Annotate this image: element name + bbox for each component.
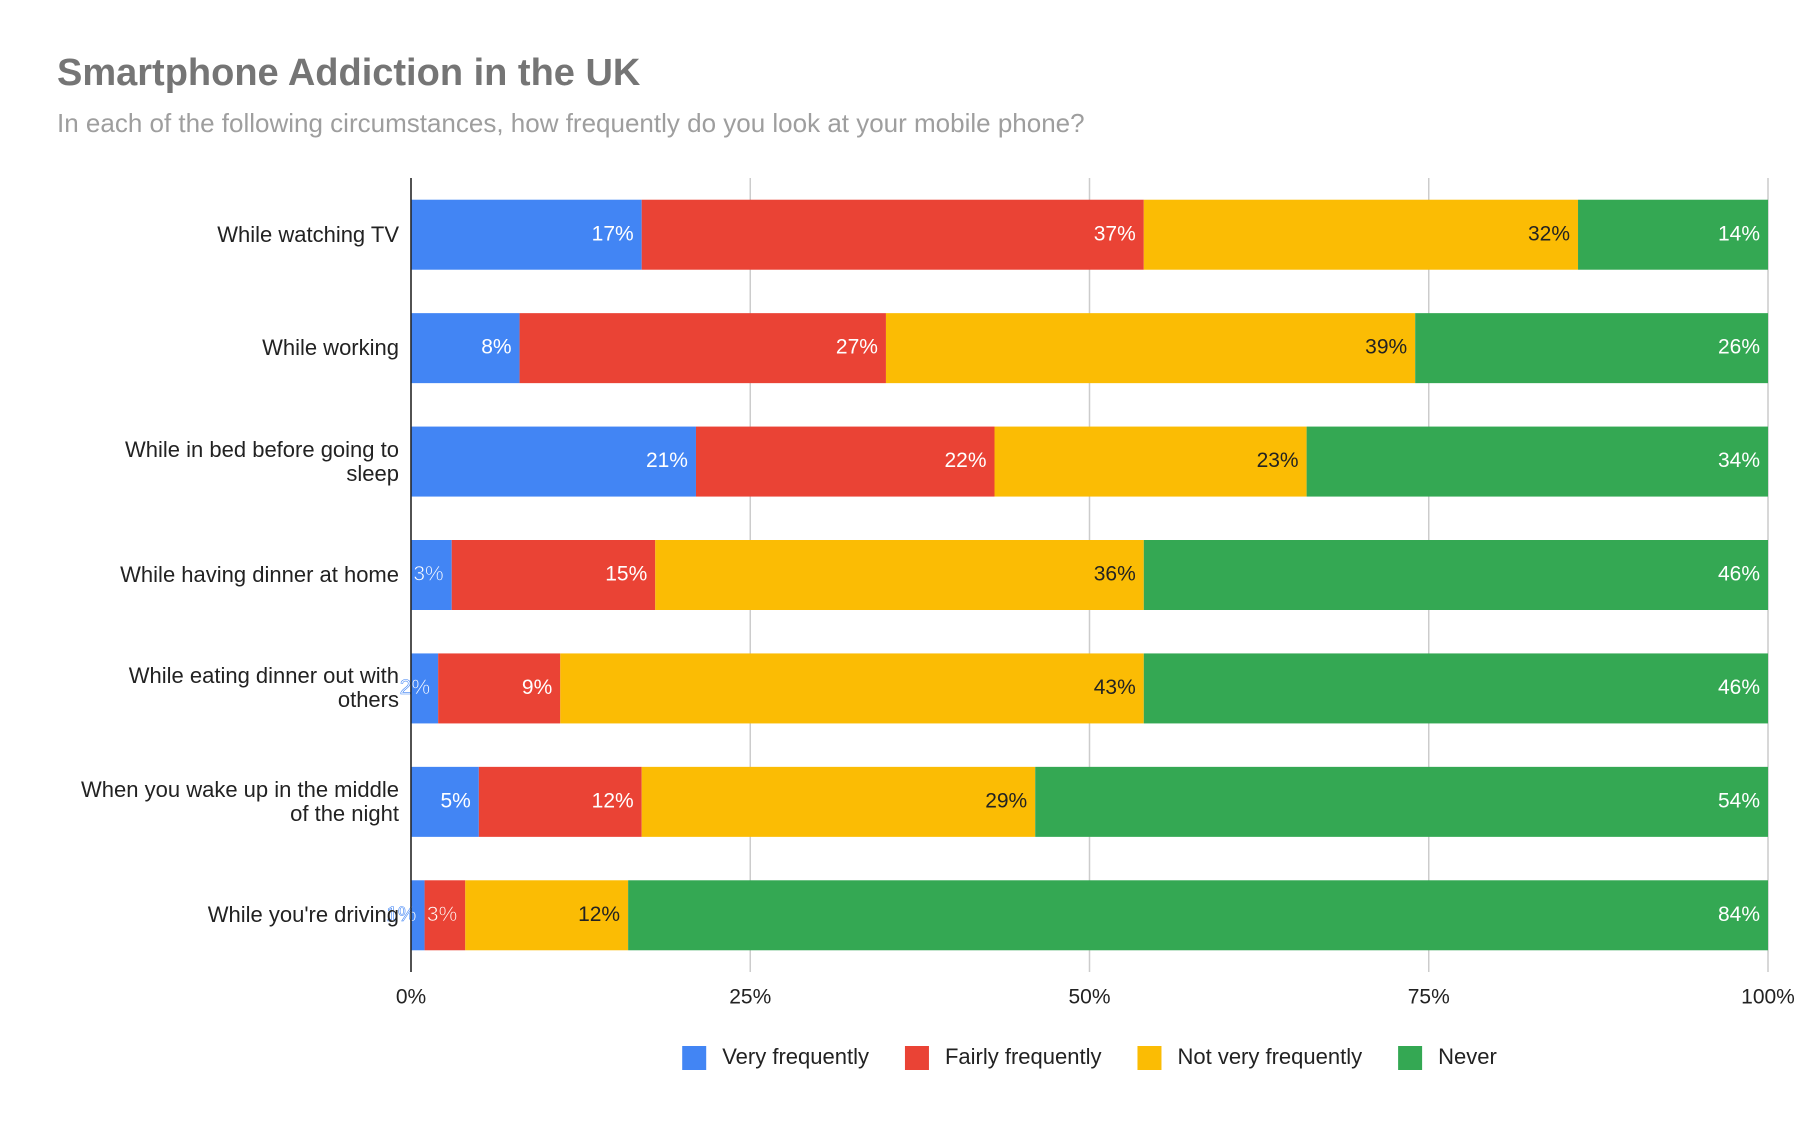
- value-label: 9%: [522, 676, 552, 699]
- legend-swatch: [682, 1046, 707, 1070]
- value-label: 21%: [646, 449, 688, 472]
- bar-segment: [655, 540, 1144, 610]
- value-label: 46%: [1718, 676, 1760, 699]
- x-tick-label: 75%: [1408, 986, 1450, 1009]
- value-label: 23%: [1257, 449, 1299, 472]
- value-label: 54%: [1718, 789, 1760, 812]
- value-label: 43%: [1094, 676, 1136, 699]
- bar-segment: [695, 426, 995, 497]
- chart-subtitle: In each of the following circumstances, …: [57, 108, 1085, 138]
- x-tick-label: 50%: [1068, 986, 1110, 1009]
- bar-segment: [411, 199, 642, 270]
- value-label: 3%: [413, 563, 443, 586]
- value-label: 3%: [427, 903, 457, 926]
- legend-swatch: [904, 1046, 929, 1070]
- bar-segment: [641, 199, 1144, 270]
- value-label: 39%: [1365, 336, 1407, 359]
- bar-segment: [411, 313, 520, 384]
- value-label: 34%: [1718, 449, 1760, 472]
- x-tick-label: 25%: [729, 986, 771, 1009]
- bar-segment: [411, 426, 696, 497]
- bar-segment: [411, 653, 439, 724]
- value-label: 29%: [985, 789, 1027, 812]
- value-label: 22%: [944, 449, 986, 472]
- value-label: 32%: [1528, 222, 1570, 245]
- legend-label: Never: [1438, 1044, 1497, 1069]
- y-tick-label: While in bed before going to sleep: [125, 436, 399, 486]
- bar-segment: [438, 653, 561, 724]
- value-label: 1%: [386, 903, 416, 926]
- bar-segment: [411, 540, 452, 610]
- value-label: 5%: [440, 789, 470, 812]
- value-label: 84%: [1718, 903, 1760, 926]
- legend-label: Fairly frequently: [945, 1044, 1102, 1069]
- value-label: 12%: [592, 789, 634, 812]
- value-label: 46%: [1718, 563, 1760, 586]
- legend-label: Not very frequently: [1177, 1044, 1362, 1069]
- legend-swatch: [1398, 1046, 1423, 1070]
- bar-segment: [465, 880, 629, 951]
- y-tick-label: While working: [262, 335, 399, 361]
- bar-segment: [1578, 199, 1768, 270]
- bar-segment: [560, 653, 1144, 724]
- bar-segment: [641, 766, 1036, 837]
- value-label: 26%: [1718, 336, 1760, 359]
- bar-segment: [1143, 653, 1768, 724]
- y-tick-label: While you're driving: [207, 902, 399, 928]
- bar-segment: [1306, 426, 1768, 497]
- value-label: 2%: [400, 676, 430, 699]
- y-tick-label: When you wake up in the middle of the ni…: [81, 776, 399, 826]
- value-label: 14%: [1718, 222, 1760, 245]
- bar-segment: [411, 880, 425, 951]
- value-label: 36%: [1094, 563, 1136, 586]
- bar-segment: [1035, 766, 1768, 837]
- chart-title: Smartphone Addiction in the UK: [57, 52, 641, 94]
- bar-segment: [994, 426, 1307, 497]
- y-tick-label: While watching TV: [217, 221, 399, 247]
- bar-segment: [411, 766, 479, 837]
- legend-label: Very frequently: [722, 1044, 869, 1069]
- bar-segment: [1415, 313, 1768, 384]
- y-tick-label: While having dinner at home: [120, 562, 399, 587]
- y-tick-label: While eating dinner out with others: [128, 663, 399, 713]
- x-tick-label: 0%: [396, 986, 426, 1009]
- x-tick-label: 100%: [1741, 986, 1795, 1009]
- bar-segment: [1143, 199, 1579, 270]
- bar-segment: [451, 540, 656, 610]
- bar-segment: [628, 880, 1768, 951]
- value-label: 37%: [1094, 222, 1136, 245]
- bar-segment: [519, 313, 886, 384]
- legend-swatch: [1137, 1046, 1162, 1070]
- value-label: 8%: [481, 336, 511, 359]
- value-label: 12%: [578, 903, 620, 926]
- value-label: 27%: [836, 336, 878, 359]
- bar-segment: [478, 766, 642, 837]
- value-label: 15%: [605, 563, 647, 586]
- bar-segment: [1143, 540, 1768, 610]
- bar-segment: [424, 880, 466, 951]
- value-label: 17%: [592, 222, 634, 245]
- bar-segment: [885, 313, 1416, 384]
